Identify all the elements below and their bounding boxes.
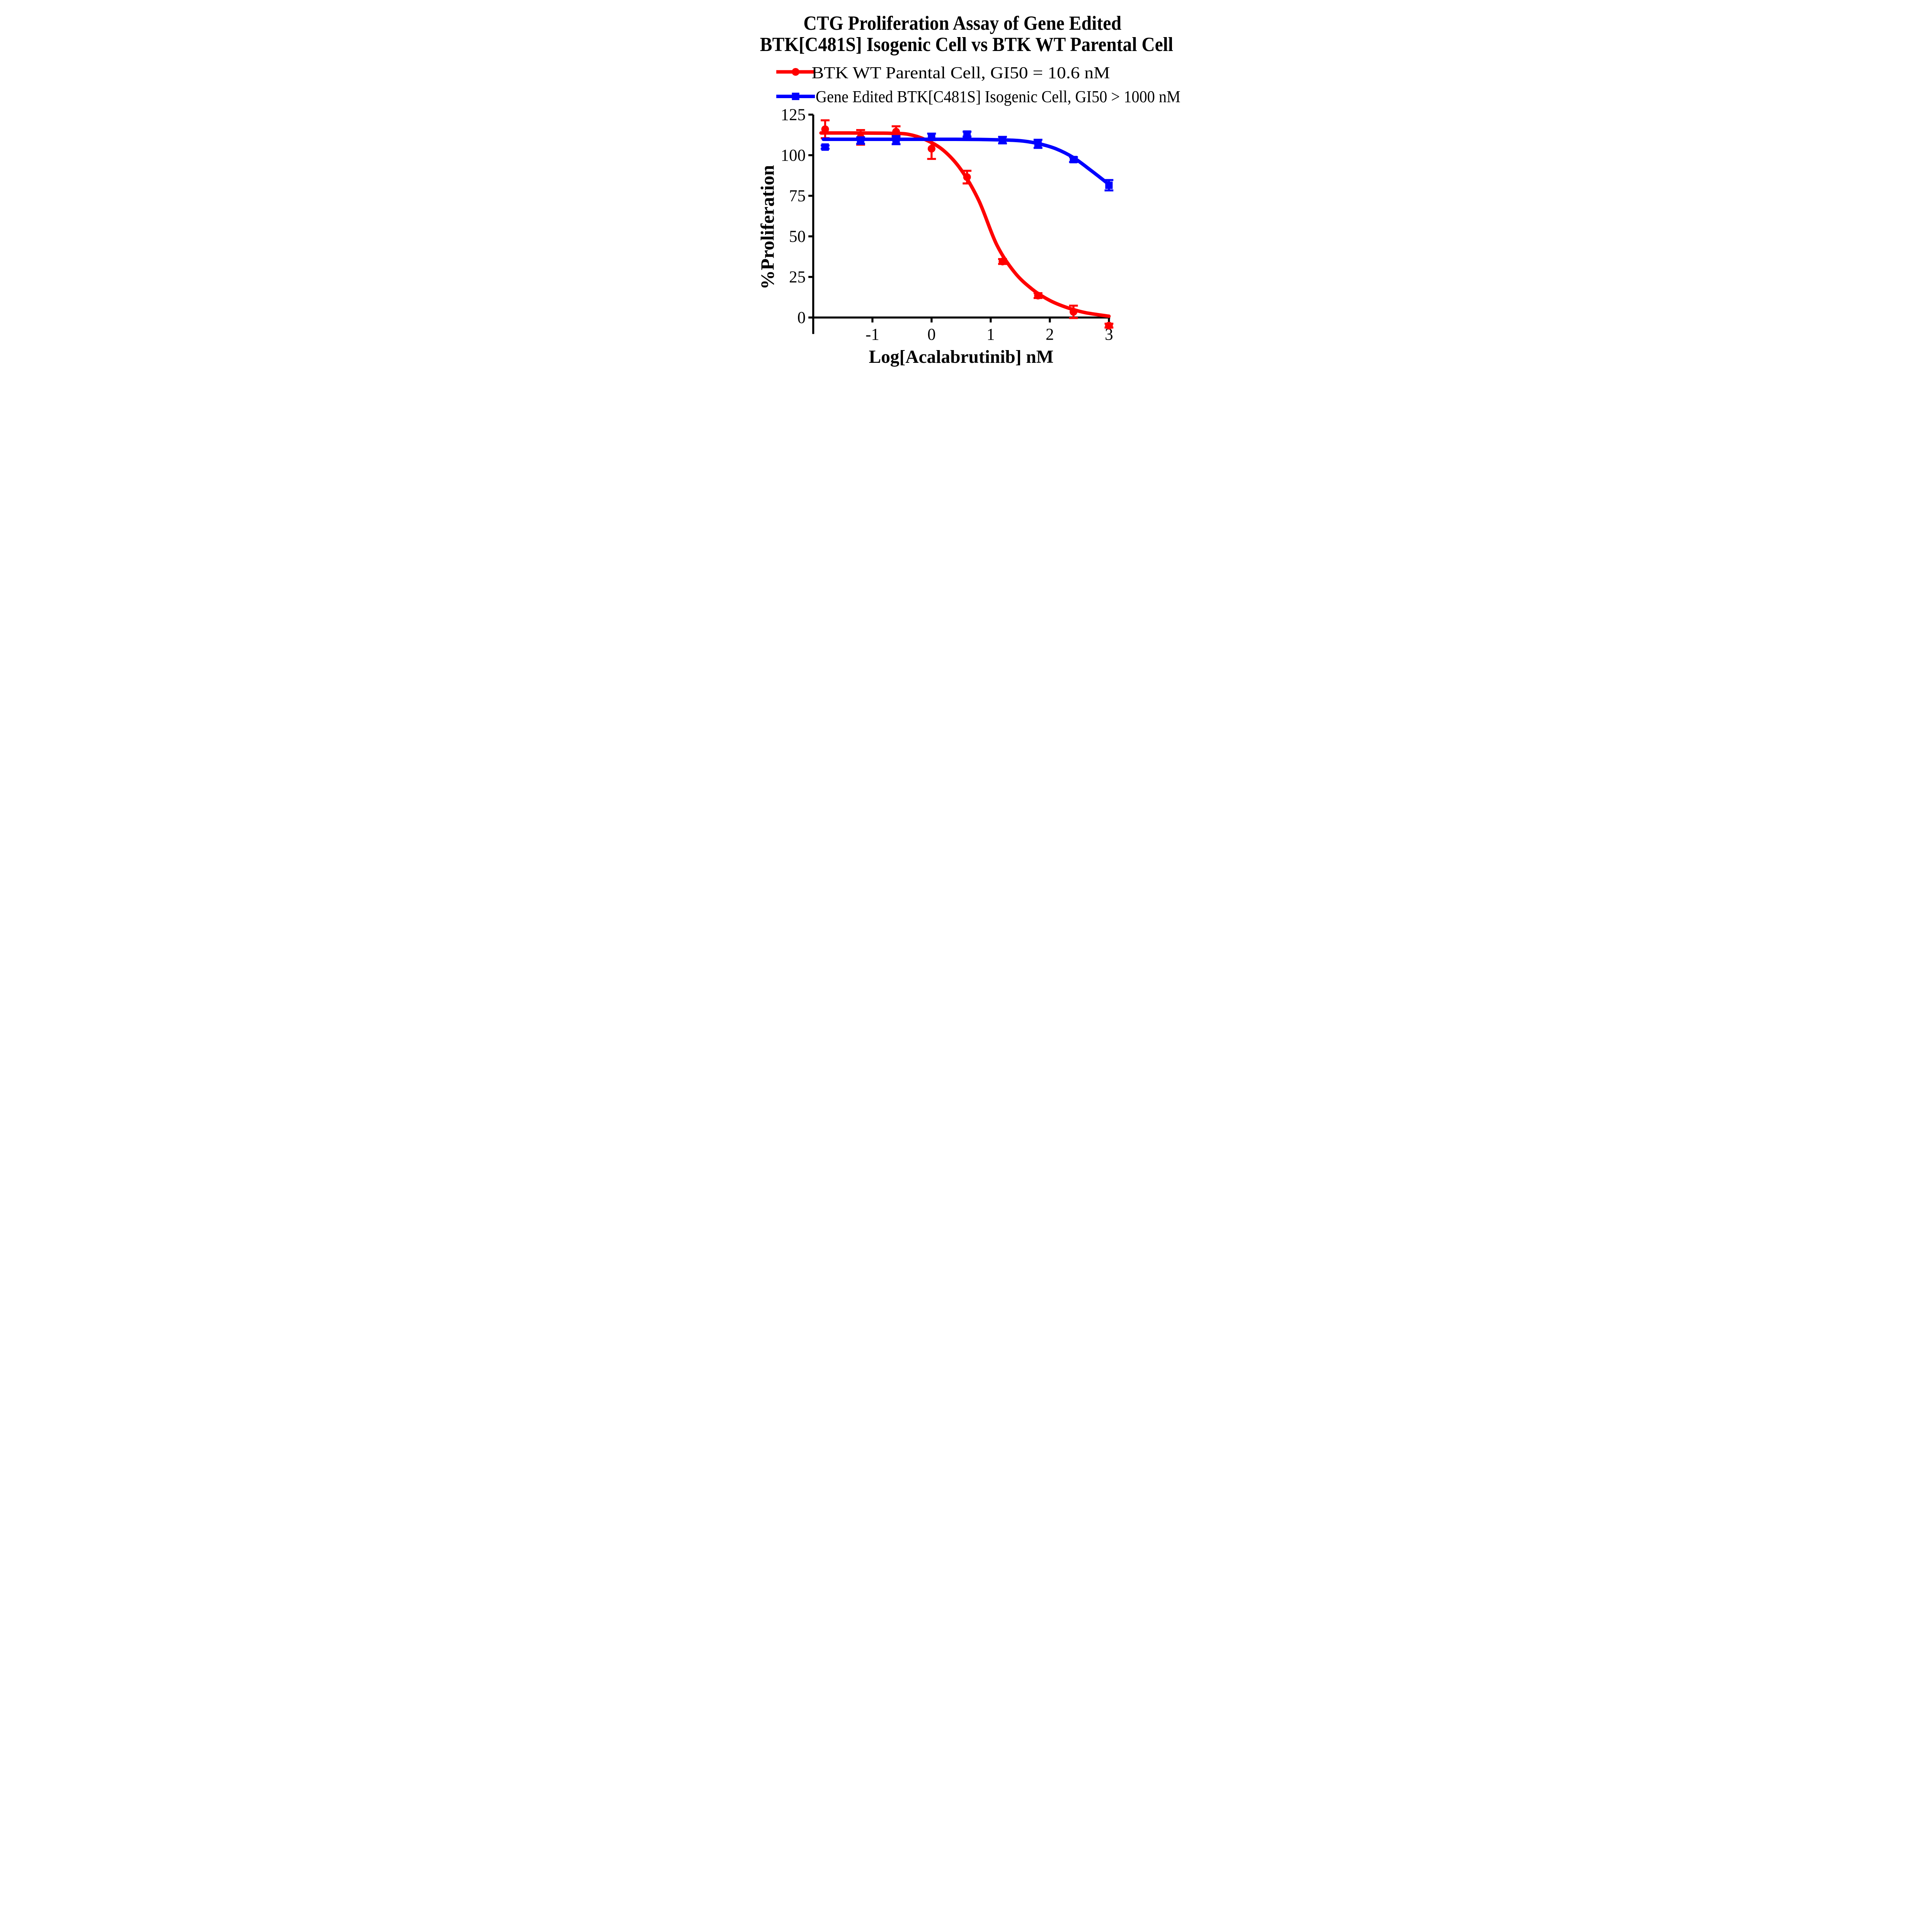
data-point-square: [892, 136, 900, 144]
chart-title: CTG Proliferation Assay of Gene Edited B…: [760, 12, 1173, 56]
legend-item-wt: BTK WT Parental Cell, GI50 = 10.6 nM: [776, 64, 1110, 82]
legend-marker-circle-icon: [791, 68, 799, 76]
x-tick-label: 3: [1105, 326, 1113, 344]
chart-canvas: CTG Proliferation Assay of Gene Edited B…: [743, 0, 1189, 382]
data-point-circle: [821, 125, 829, 133]
x-axis-title: Log[Acalabrutinib] nM: [869, 347, 1053, 367]
proliferation-chart-figure: CTG Proliferation Assay of Gene Edited B…: [743, 0, 1189, 382]
y-axis-title: %Proliferation: [757, 165, 778, 289]
data-point-square: [1070, 156, 1077, 163]
data-point-circle: [1105, 321, 1113, 330]
data-point-circle: [963, 173, 971, 181]
data-point-square: [1034, 140, 1042, 148]
legend-label-c481s: Gene Edited BTK[C481S] Isogenic Cell, GI…: [815, 88, 1180, 106]
data-point-circle: [927, 145, 935, 153]
fit-curve: [819, 131, 1111, 318]
data-point-square: [821, 143, 829, 151]
x-tick-label: -1: [865, 326, 879, 344]
data-point-circle: [1069, 308, 1077, 316]
data-point-square: [927, 133, 935, 141]
legend-marker-square-icon: [791, 92, 799, 100]
y-tick-label: 50: [789, 228, 806, 246]
data-point-square: [857, 137, 864, 145]
chart-title-line1: CTG Proliferation Assay of Gene Edited: [803, 12, 1121, 34]
data-series: [819, 119, 1113, 330]
data-point-circle: [1034, 292, 1042, 300]
y-tick-label: 0: [797, 309, 806, 327]
x-tick-label: 0: [927, 326, 936, 344]
data-point-square: [998, 136, 1006, 144]
x-tick-label: 2: [1046, 326, 1054, 344]
y-tick-label: 25: [789, 268, 806, 286]
legend: BTK WT Parental Cell, GI50 = 10.6 nM Gen…: [776, 64, 1180, 106]
data-point-circle: [998, 257, 1007, 265]
series-c481s-isogenic: [820, 130, 1113, 192]
y-tick-label: 100: [781, 146, 805, 165]
series-wt-parental: [819, 119, 1113, 330]
legend-item-c481s: Gene Edited BTK[C481S] Isogenic Cell, GI…: [776, 88, 1180, 106]
legend-label-wt: BTK WT Parental Cell, GI50 = 10.6 nM: [811, 64, 1110, 82]
chart-title-line2: BTK[C481S] Isogenic Cell vs BTK WT Paren…: [760, 34, 1173, 56]
y-tick-label: 75: [789, 187, 806, 205]
x-tick-label: 1: [986, 326, 995, 344]
data-point-square: [1105, 181, 1113, 189]
axes: 0 25 50 75 100 125 -1 0 1 2 3: [781, 106, 1113, 344]
data-point-circle: [892, 128, 900, 136]
data-point-square: [963, 130, 971, 138]
y-tick-label: 125: [781, 106, 805, 124]
